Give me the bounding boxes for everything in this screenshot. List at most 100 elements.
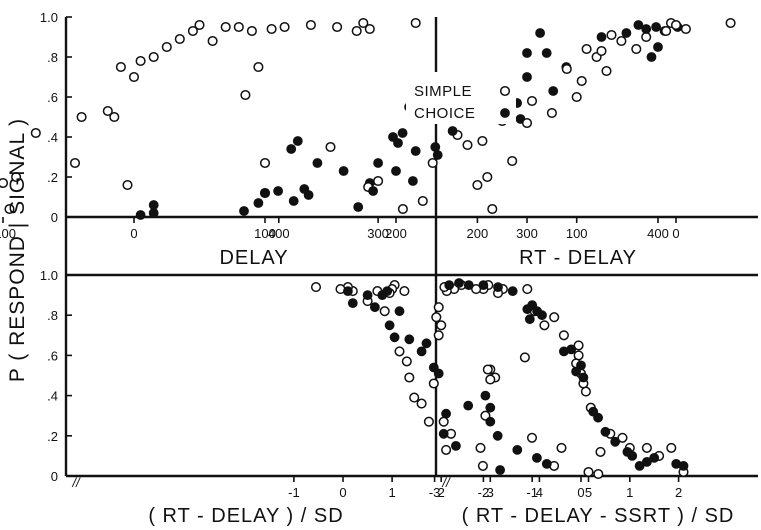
bottom-left-point-simple <box>401 356 412 367</box>
top-left-point-choice <box>541 48 552 58</box>
top-left-point-simple <box>351 25 362 37</box>
bottom-left-y-tick-label: .8 <box>47 308 58 323</box>
top-left-point-simple <box>122 179 133 191</box>
top-right-point-simple <box>397 203 408 215</box>
top-right-x-tick-label: 200 <box>467 226 489 241</box>
bottom-left-point-choice <box>495 465 506 475</box>
bottom-right-x-tick-label: 1 <box>626 485 633 500</box>
top-left-point-simple <box>305 19 316 31</box>
top-left-point-simple <box>76 111 87 123</box>
top-right-point-choice <box>522 72 532 82</box>
bottom-left-point-choice <box>416 346 427 357</box>
top-left-point-simple <box>253 61 264 73</box>
bottom-right-point-choice <box>454 278 464 288</box>
bottom-left-point-choice <box>463 400 474 411</box>
bottom-left-point-choice <box>441 408 452 419</box>
top-right-point-simple <box>472 179 483 191</box>
top-left-point-simple <box>325 141 336 153</box>
top-right-point-simple <box>526 95 538 107</box>
bottom-left-point-simple <box>441 444 452 455</box>
top-right-point-choice <box>239 206 249 216</box>
top-left-point-simple <box>135 55 146 67</box>
bottom-left-point-simple <box>399 286 410 297</box>
points-layer <box>0 17 736 480</box>
top-right-point-simple <box>373 175 384 187</box>
top-right-point-simple <box>482 171 493 183</box>
bottom-right-x-tick-label: 0 <box>577 485 584 500</box>
top-right-point-simple <box>462 139 473 151</box>
top-left-y-tick-label: .6 <box>47 90 58 105</box>
bottom-right-point-choice <box>522 304 533 315</box>
bottom-left-x-tick-label: 3 <box>487 485 494 500</box>
top-left-point-choice <box>253 198 264 208</box>
bottom-left-point-simple <box>438 416 449 427</box>
top-right-point-choice <box>393 138 403 148</box>
top-left-x-tick-label: -100 <box>0 226 16 241</box>
bottom-right-point-simple <box>519 352 530 363</box>
top-left-y-tick-label: .4 <box>47 130 58 145</box>
top-left-x-tick-label: 100 <box>254 226 276 241</box>
bottom-right-point-choice <box>634 461 645 471</box>
legend-marker-choice <box>500 108 510 118</box>
top-left-point-choice <box>292 136 303 146</box>
bottom-left-point-choice <box>377 290 388 301</box>
bottom-left-y-tick-label: .2 <box>47 429 58 444</box>
bottom-right-point-choice <box>588 406 599 417</box>
top-left-point-choice <box>148 208 159 218</box>
top-right-point-choice <box>368 186 379 196</box>
bottom-left-point-simple <box>436 320 447 331</box>
bottom-left-point-choice <box>480 390 491 401</box>
top-left-point-simple <box>364 23 375 35</box>
bottom-left-point-choice <box>384 320 395 331</box>
bottom-left-point-choice <box>347 298 358 309</box>
top-left-point-choice <box>397 128 408 138</box>
bottom-left-x-tick-label: 1 <box>388 485 395 500</box>
top-left-x-axis-label: DELAY <box>219 247 288 269</box>
top-right-point-choice <box>408 176 418 186</box>
top-right-point-simple <box>581 43 592 55</box>
bottom-right-point-simple <box>522 284 533 295</box>
bottom-left-y-tick-label: 0 <box>51 469 58 484</box>
top-left-point-simple <box>115 61 126 73</box>
top-right-point-choice <box>641 24 652 34</box>
top-right-point-simple <box>670 19 682 31</box>
top-left-point-simple <box>109 111 120 123</box>
top-right-point-choice <box>373 158 384 168</box>
labels-layer: -200-1000100200300400DELAY0.2.4.6.81.040… <box>0 10 733 527</box>
top-left-point-simple <box>266 23 277 35</box>
top-left-point-simple <box>102 105 113 117</box>
bottom-left-point-choice <box>421 338 432 349</box>
bottom-left-point-simple <box>416 398 427 409</box>
top-right-x-axis-label: RT - DELAY <box>519 247 637 269</box>
top-right-point-simple <box>561 63 572 75</box>
top-left-point-simple <box>128 71 140 83</box>
top-right-point-simple <box>487 203 498 215</box>
top-right-point-choice <box>447 126 458 136</box>
top-left-point-choice <box>273 186 284 196</box>
bottom-right-axis-break: // <box>441 475 451 490</box>
legend-label-choice: CHOICE <box>414 105 475 122</box>
top-left-point-choice <box>391 166 401 176</box>
top-left-y-tick-label: 1.0 <box>40 10 58 25</box>
top-left-point-simple <box>148 51 159 63</box>
bottom-right-point-choice <box>493 282 503 293</box>
bottom-right-point-choice <box>444 280 455 291</box>
top-right-point-simple <box>631 43 642 55</box>
bottom-left-y-tick-label: .4 <box>47 389 58 404</box>
bottom-right-point-choice <box>578 372 589 383</box>
bottom-right-point-simple <box>617 432 628 443</box>
top-left-point-simple <box>194 19 205 31</box>
top-left-point-choice <box>522 48 532 58</box>
bottom-right-point-choice <box>507 286 518 297</box>
bottom-right-point-simple <box>549 312 560 323</box>
top-left-point-simple <box>69 157 81 169</box>
bottom-right-point-simple <box>558 330 569 341</box>
axes-layer <box>2 16 758 482</box>
bottom-right-point-choice <box>649 453 660 463</box>
bottom-left-point-simple <box>428 378 439 389</box>
top-left-point-simple <box>332 21 343 33</box>
top-right-point-simple <box>596 45 607 57</box>
bottom-left-point-choice <box>343 286 353 297</box>
top-left-x-tick-label: 400 <box>647 226 669 241</box>
bottom-left-x-tick-label: -1 <box>288 485 300 500</box>
